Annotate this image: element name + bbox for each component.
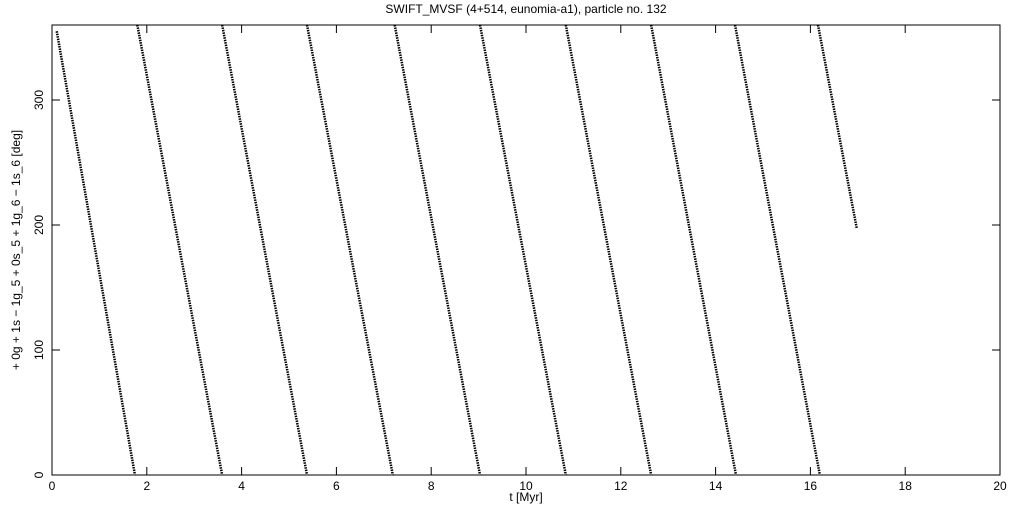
x-tick-label: 8 [428,479,435,493]
y-tick-label: 0 [32,471,46,478]
x-tick-label: 0 [49,479,56,493]
chart-title: SWIFT_MVSF (4+514, eunomia-a1), particle… [385,2,666,16]
y-tick-label: 200 [32,215,46,235]
y-tick-label: 100 [32,340,46,360]
x-tick-label: 14 [709,479,723,493]
x-axis-label: t [Myr] [509,490,542,504]
y-axis-label: + 0g + 1s − 1g_5 + 0s_5 + 1g_6 − 1s_6 [d… [9,130,23,370]
x-tick-label: 12 [614,479,628,493]
x-tick-label: 2 [143,479,150,493]
x-tick-label: 20 [993,479,1007,493]
x-tick-label: 10 [519,479,533,493]
plot-frame [51,24,1001,476]
x-tick-label: 16 [804,479,818,493]
y-tick-label: 300 [32,90,46,110]
x-tick-label: 4 [238,479,245,493]
x-tick-label: 6 [333,479,340,493]
x-tick-label: 18 [899,479,913,493]
data-line [55,24,859,476]
